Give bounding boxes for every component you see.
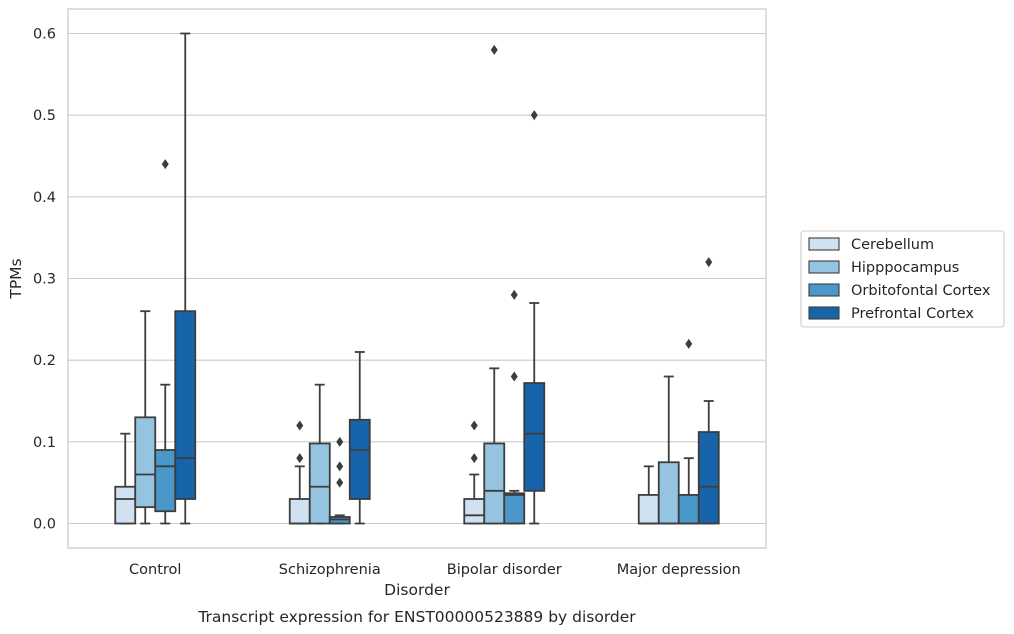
- legend-item: Cerebellum: [808, 237, 934, 253]
- box: [308, 442, 331, 525]
- box: [174, 310, 197, 500]
- outlier-point: [336, 436, 344, 447]
- y-tick-label: 0.0: [33, 517, 56, 533]
- y-tick-label: 0.4: [33, 190, 56, 206]
- outlier-point: [296, 420, 304, 431]
- box: [154, 449, 177, 513]
- box-group: [503, 289, 526, 525]
- box-group: [697, 257, 720, 525]
- box: [348, 418, 371, 500]
- box-group: [288, 420, 311, 525]
- box-group: [174, 32, 197, 525]
- x-axis-label: Disorder: [384, 581, 450, 599]
- box: [503, 492, 526, 525]
- outlier-point: [336, 461, 344, 472]
- x-tick-label: Bipolar disorder: [447, 562, 562, 578]
- legend-item: Orbitofontal Cortex: [808, 283, 991, 299]
- y-axis-label: TPMs: [7, 258, 25, 299]
- y-tick-label: 0.3: [33, 272, 56, 288]
- box: [523, 382, 546, 492]
- legend-frame: [800, 230, 1005, 328]
- y-tick-label: 0.2: [33, 353, 56, 369]
- legend-swatch: [808, 237, 840, 251]
- x-tick-label: Major depression: [617, 562, 741, 578]
- box-group: [657, 375, 680, 525]
- outlier-point: [296, 453, 304, 464]
- box: [657, 461, 680, 525]
- legend-item: Hipppocampus: [808, 260, 959, 276]
- y-tick-label: 0.5: [33, 108, 56, 124]
- x-tick-label: Control: [129, 562, 181, 578]
- outlier-point: [336, 477, 344, 488]
- y-tick-label: 0.6: [33, 27, 56, 43]
- x-tick-label: Schizophrenia: [279, 562, 381, 578]
- box-group: [348, 351, 371, 525]
- y-tick-labels: 0.0 0.1 0.2 0.3 0.4 0.5 0.6: [33, 27, 56, 533]
- box-group: [114, 432, 137, 525]
- legend-label: Hipppocampus: [851, 260, 959, 276]
- outlier-point: [470, 453, 478, 464]
- box-group: [677, 338, 700, 525]
- box: [463, 498, 486, 525]
- outlier-point: [510, 289, 518, 300]
- outlier-point: [685, 338, 693, 349]
- outlier-point: [510, 371, 518, 382]
- chart-caption: Transcript expression for ENST0000052388…: [197, 608, 636, 626]
- box-group: [637, 465, 660, 525]
- y-tick-label: 0.1: [33, 435, 56, 451]
- box-group: [483, 44, 506, 525]
- outlier-point: [705, 257, 713, 268]
- outlier-point: [470, 420, 478, 431]
- outlier-point: [490, 44, 498, 55]
- box: [288, 498, 311, 525]
- legend-swatch: [808, 260, 840, 274]
- box-group: [328, 436, 351, 525]
- legend-swatch: [808, 306, 840, 320]
- boxes: [114, 32, 720, 525]
- box-group: [523, 110, 546, 525]
- box: [677, 494, 700, 525]
- outlier-point: [161, 159, 169, 170]
- legend-swatch: [808, 283, 840, 297]
- box: [697, 431, 720, 525]
- box-group: [308, 383, 331, 525]
- legend-label: Orbitofontal Cortex: [851, 283, 991, 299]
- plot-frame: [67, 8, 767, 549]
- legend-label: Cerebellum: [851, 237, 934, 253]
- x-tick-labels: Control Schizophrenia Bipolar disorder Majo…: [129, 562, 741, 578]
- box: [483, 442, 506, 525]
- legend: Cerebellum Hipppocampus Orbitofontal Corte…: [800, 230, 1005, 328]
- box: [637, 494, 660, 525]
- box: [134, 416, 157, 509]
- box: [114, 485, 137, 525]
- legend-item: Prefrontal Cortex: [808, 306, 974, 322]
- box-group: [154, 159, 177, 525]
- outlier-point: [530, 110, 538, 121]
- legend-label: Prefrontal Cortex: [851, 306, 974, 322]
